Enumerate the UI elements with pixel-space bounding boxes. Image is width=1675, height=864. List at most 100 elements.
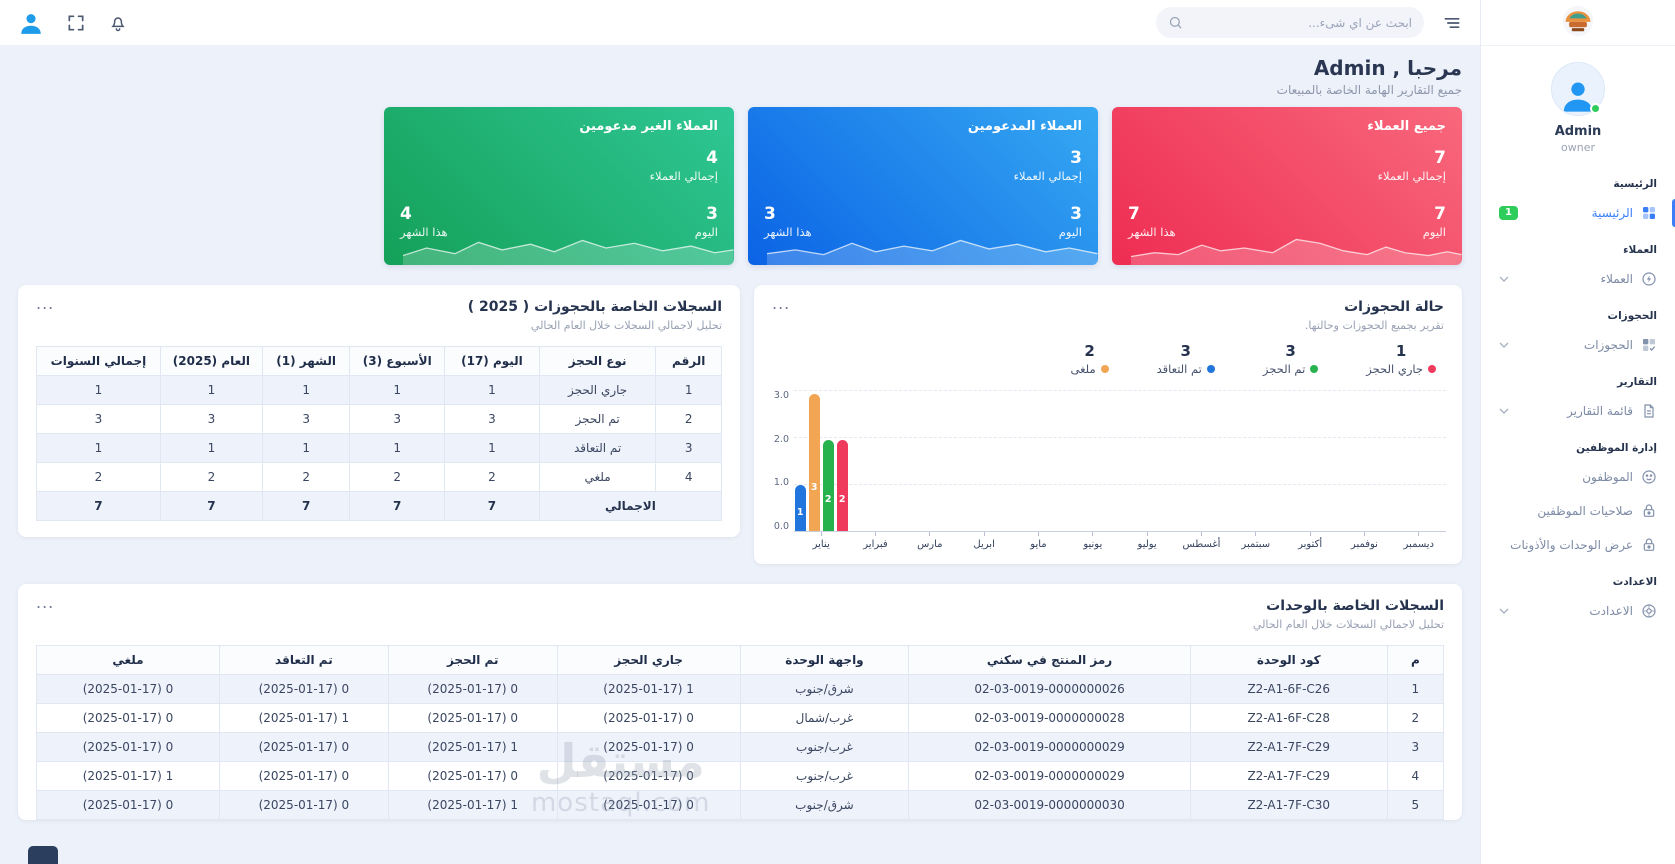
dashboard-icon (1641, 205, 1657, 221)
legend-value: 3 (1180, 342, 1191, 360)
sidebar-item-label: صلاحيات الموظفين (1537, 504, 1633, 518)
stat-month-label: هذا الشهر (1128, 225, 1176, 239)
report-icon (1641, 403, 1657, 419)
bar-contracted[interactable]: 1 (794, 485, 806, 531)
stat-total-label: إجمالي العملاء (1013, 169, 1082, 183)
page-content: مرحبا , Admin جميع التقارير الهامة الخاص… (0, 46, 1480, 864)
scroll-top-button[interactable] (28, 846, 58, 864)
bar-in-progress[interactable]: 2 (836, 439, 848, 531)
sidebar-item-bookings[interactable]: الحجوزات (1481, 328, 1675, 362)
month-label: مايو (1030, 539, 1047, 550)
topbar-left-group (18, 10, 128, 36)
bookings-status-card: حالة الحجوزات تقرير بجميع الحجوزات وحالت… (754, 285, 1462, 564)
clients-icon (1641, 271, 1657, 287)
settings-icon (1641, 603, 1657, 619)
stat-today-label: اليوم (694, 225, 718, 239)
user-icon[interactable] (18, 10, 44, 36)
month-label: أغسطس (1182, 539, 1221, 550)
legend-item: 3 تم الحجز (1263, 342, 1319, 376)
card-menu-button[interactable]: ... (772, 294, 791, 313)
column-header: جاري الحجز (556, 645, 741, 675)
brand-logo[interactable] (1562, 5, 1594, 41)
month-label: مارس (917, 539, 943, 550)
bar-booked[interactable]: 2 (822, 439, 834, 531)
notification-badge: 1 (1499, 206, 1518, 220)
sparkline-wave (1131, 238, 1462, 265)
sidebar-item-units-permissions[interactable]: عرض الوحدات والأذونات (1481, 528, 1675, 562)
column-header: العام (2025) (159, 346, 263, 376)
fullscreen-icon[interactable] (66, 13, 86, 33)
profile-card: Admin owner (1481, 46, 1675, 164)
nav-section-heading: العملاء (1623, 244, 1657, 256)
card-subtitle: تقرير بجميع الحجوزات وحالتها. (1304, 319, 1444, 332)
stat-today-label: اليوم (1058, 225, 1082, 239)
bar-group-january: 1 3 2 2 (794, 390, 848, 531)
sidebar-item-employees[interactable]: الموظفون (1481, 460, 1675, 494)
card-menu-button[interactable]: ... (36, 593, 55, 612)
bell-icon[interactable] (108, 13, 128, 33)
employees-icon (1641, 469, 1657, 485)
page-title: مرحبا , Admin (1313, 56, 1462, 80)
main-column: مرحبا , Admin جميع التقارير الهامة الخاص… (0, 0, 1480, 864)
table-row: 3 تم التعاقد 1 1 1 1 1 (36, 433, 722, 463)
page-header: مرحبا , Admin جميع التقارير الهامة الخاص… (18, 56, 1462, 97)
legend-value: 2 (1084, 342, 1095, 360)
sidebar-item-label: الموظفون (1582, 470, 1633, 484)
stat-card-supported-clients[interactable]: العملاء المدعومين 3 إجمالي العملاء 3 الي… (748, 107, 1098, 265)
table-header-row: الرقم نوع الحجز اليوم (17) الأسبوع (3) ا… (36, 346, 722, 376)
reservations-records-card: السجلات الخاصة بالحجوزات ( 2025 ) تحليل … (18, 285, 740, 537)
search-input[interactable] (1191, 15, 1412, 30)
card-menu-button[interactable]: ... (36, 294, 55, 313)
sidebar-item-dashboard[interactable]: الرئيسية 1 (1481, 196, 1675, 230)
stat-month-label: هذا الشهر (764, 225, 812, 239)
sidebar-item-settings[interactable]: الاعدادت (1481, 594, 1675, 628)
sidebar: Admin owner الرئيسية الرئيسية 1 العملاء … (1480, 0, 1675, 864)
bar-chart: 3.0 2.0 1.0 0.0 1 (754, 384, 1462, 564)
card-title: السجلات الخاصة بالوحدات (1266, 598, 1444, 614)
menu-icon[interactable] (1442, 13, 1462, 33)
sparkline-wave (403, 239, 734, 265)
stat-card-all-clients[interactable]: جميع العملاء 7 إجمالي العملاء 7 اليوم 7 … (1112, 107, 1462, 265)
column-header: واجهة الوحدة (739, 645, 910, 675)
table-row: 2 تم الحجز 3 3 3 3 3 (36, 404, 722, 434)
x-axis-ticks (794, 532, 1446, 536)
stat-month-value: 4 (400, 204, 412, 224)
stat-today-value: 7 (1434, 204, 1446, 224)
y-tick: 0.0 (773, 520, 789, 532)
total-label: الاجمالي (538, 491, 723, 521)
table-row: 2 Z2-A1-6F-C28 02-03-0019-0000000028 غرب/شم… (36, 703, 1445, 733)
month-label: يناير (812, 539, 830, 550)
sidebar-logo-area (1481, 0, 1675, 46)
sidebar-item-label: العملاء (1600, 272, 1633, 286)
legend-item: 3 تم التعاقد (1157, 342, 1215, 376)
legend-label: تم التعاقد (1156, 362, 1202, 376)
y-tick: 3.0 (773, 390, 789, 401)
y-axis: 3.0 2.0 1.0 0.0 (764, 390, 794, 548)
bar-cancelled[interactable]: 3 (808, 394, 820, 531)
table-row: 1 Z2-A1-6F-C26 02-03-0019-0000000026 شرق/جن… (36, 674, 1445, 704)
column-header: تم الحجز (387, 645, 558, 675)
sidebar-item-clients[interactable]: العملاء (1481, 262, 1675, 296)
legend-item: 2 ملغى (1071, 342, 1109, 376)
lock-icon (1641, 537, 1657, 553)
month-label: يونيو (1083, 539, 1103, 550)
sidebar-item-employee-permissions[interactable]: صلاحيات الموظفين (1481, 494, 1675, 528)
table-row: 3 Z2-A1-7F-C29 02-03-0019-0000000029 غرب/جن… (36, 732, 1445, 762)
stat-total-value: 4 (706, 148, 718, 168)
card-subtitle: تحليل لاجمالي السجلات خلال العام الحالي (1252, 618, 1444, 631)
table-row: 1 جاري الحجز 1 1 1 1 1 (36, 375, 722, 405)
month-label: ابريل (973, 539, 995, 550)
sparkline-wave (767, 239, 1098, 265)
sidebar-item-label: قائمة التقارير (1566, 404, 1633, 418)
y-tick: 1.0 (773, 477, 789, 489)
table-header-row: م كود الوحدة رمز المنتج في سكني واجهة ال… (36, 645, 1445, 675)
sidebar-item-label: الحجوزات (1583, 338, 1633, 352)
sidebar-item-reports[interactable]: قائمة التقارير (1481, 394, 1675, 428)
search-icon (1168, 15, 1183, 30)
month-label: ديسمبر (1403, 539, 1435, 550)
stat-card-unsupported-clients[interactable]: العملاء الغير مدعومين 4 إجمالي العملاء 3… (384, 107, 734, 265)
month-label: يوليو (1137, 539, 1157, 550)
column-header: م (1386, 645, 1445, 675)
gridline (794, 483, 1446, 485)
